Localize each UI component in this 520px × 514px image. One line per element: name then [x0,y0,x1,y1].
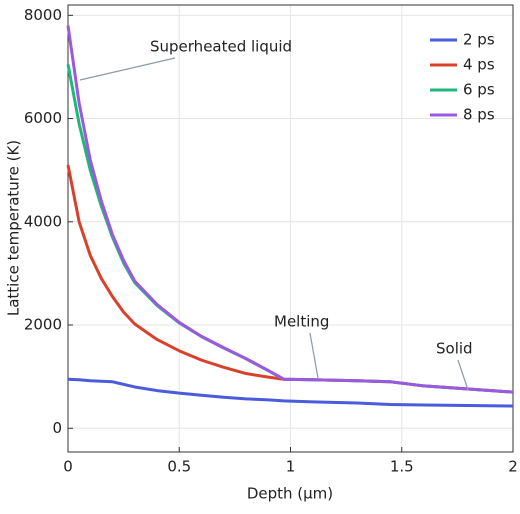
x-tick-label: 2 [508,458,518,476]
y-tick-label: 4000 [24,212,62,230]
line [66,25,514,394]
x-axis-label: Depth (μm) [247,485,333,503]
y-tick-label: 2000 [24,316,62,334]
annotation-leader [309,332,319,379]
legend-label: 4 ps [463,56,495,74]
line [67,377,514,408]
x-tick-label: 0 [63,458,73,476]
annotation: Superheated liquid [150,38,292,56]
x-tick-label: 0.5 [167,458,191,476]
annotation: Solid [436,340,473,358]
y-axis-label: Lattice temperature (K) [5,140,23,316]
plot-frame [67,4,514,453]
y-tick-label: 0 [52,419,62,437]
legend-label: 6 ps [463,81,495,99]
y-tick-label: 8000 [24,6,62,24]
y-tick-label: 6000 [24,109,62,127]
legend-label: 8 ps [463,106,495,124]
legend-label: 2 ps [463,31,495,49]
x-tick-label: 1.5 [390,458,414,476]
annotation: Melting [274,313,329,331]
x-tick-label: 1 [286,458,296,476]
annotation-leader [457,359,469,391]
annotation-leader [79,57,176,81]
